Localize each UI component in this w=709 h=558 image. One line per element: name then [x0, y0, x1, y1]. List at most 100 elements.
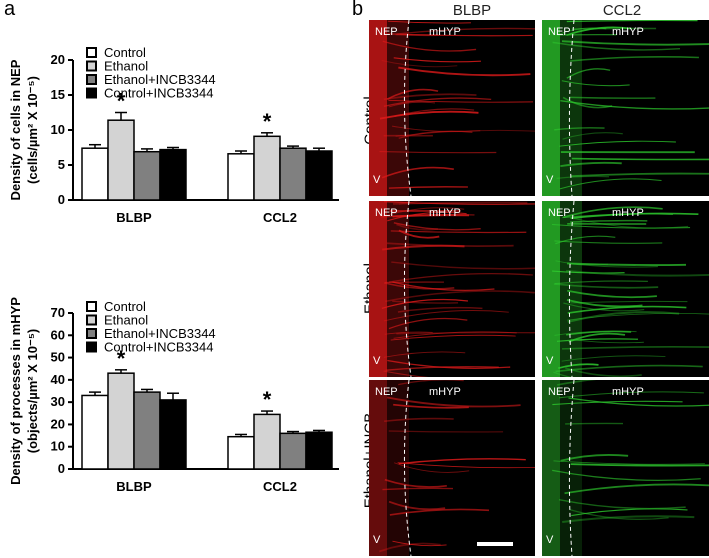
bar — [133, 150, 161, 201]
fiber — [555, 364, 703, 373]
fiber — [398, 66, 531, 77]
fiber — [559, 140, 676, 147]
y-tick-label: 0 — [58, 192, 65, 207]
fiber — [565, 422, 623, 425]
fiber — [567, 311, 680, 323]
region-label-mhyp: mHYP — [429, 386, 461, 398]
fiber — [560, 454, 629, 462]
legend-swatch — [86, 328, 97, 339]
fiber — [570, 300, 688, 304]
fiber — [552, 223, 691, 229]
fiber — [384, 417, 454, 423]
nep-band — [542, 380, 560, 556]
stain-pattern — [369, 20, 535, 196]
fiber — [397, 462, 535, 469]
fiber — [383, 201, 535, 205]
fiber — [398, 229, 440, 239]
fiber — [393, 403, 469, 409]
fiber — [570, 212, 699, 220]
fiber — [381, 207, 465, 218]
fiber — [558, 498, 686, 510]
fiber — [379, 150, 497, 154]
fiber — [386, 396, 521, 408]
fiber — [571, 157, 709, 161]
y-tick-label: 20 — [51, 416, 65, 431]
fiber — [398, 130, 473, 139]
legend-label: Ethanol+INCB3344 — [104, 72, 216, 87]
legend-swatch — [86, 60, 97, 72]
bar — [227, 435, 255, 470]
legend-label: Control — [104, 299, 146, 314]
fiber — [561, 355, 666, 362]
fiber — [569, 219, 648, 223]
fiber — [397, 306, 483, 313]
nep-boundary — [568, 20, 575, 196]
fiber — [387, 359, 511, 369]
scale-bar — [477, 542, 513, 546]
fiber — [382, 40, 477, 52]
legend-swatch — [86, 47, 97, 58]
fiber — [566, 26, 632, 36]
fiber — [553, 371, 573, 377]
bar — [81, 147, 109, 201]
panel-label-a: a — [4, 0, 16, 20]
region-label-nep: NEP — [375, 207, 398, 219]
legend-label: Ethanol — [104, 313, 148, 328]
stain-pattern — [369, 380, 535, 556]
region-label-nep: NEP — [548, 386, 571, 398]
nep-band-fade — [560, 380, 582, 556]
region-label-ventricle: V — [373, 355, 381, 367]
y-tick-label: 0 — [58, 461, 65, 476]
fiber — [396, 223, 439, 231]
fiber — [561, 80, 630, 87]
region-label-ventricle: V — [373, 174, 381, 186]
stain-pattern — [542, 201, 709, 377]
bar — [227, 153, 255, 201]
fiber — [396, 331, 535, 335]
fiber — [383, 97, 492, 107]
fiber — [553, 460, 705, 465]
fiber — [382, 487, 454, 491]
fiber — [384, 478, 447, 488]
fiber — [387, 211, 467, 222]
nep-boundary — [403, 20, 412, 196]
bar — [305, 431, 333, 470]
fiber — [554, 127, 605, 131]
fiber — [386, 88, 439, 100]
y-tick-label: 40 — [51, 372, 65, 387]
nep-boundary — [403, 201, 412, 377]
category-label: BLBP — [116, 210, 152, 225]
region-label-mhyp: mHYP — [612, 26, 644, 38]
fiber — [386, 242, 514, 248]
fiber — [384, 331, 433, 335]
y-tick-label: 30 — [51, 394, 65, 409]
region-label-ventricle: V — [546, 534, 554, 546]
legend-label: Control — [104, 45, 146, 60]
legend-swatch — [86, 87, 97, 99]
y-axis-label: Density of cells in NEP (cells/µm² X 10⁻⁵… — [8, 59, 40, 200]
nep-band-fade — [387, 380, 409, 556]
region-label-nep: NEP — [375, 26, 398, 38]
chart-processes-mhyp: 0 10 20 30 40 50 60 70 Density of processes in m… — [8, 297, 339, 494]
nep-band — [542, 20, 560, 196]
y-tick-label: 70 — [51, 305, 65, 320]
fiber — [381, 166, 454, 179]
fiber — [396, 27, 535, 35]
fiber — [387, 20, 472, 24]
fiber — [559, 178, 662, 190]
region-label-mhyp: mHYP — [612, 207, 644, 219]
fiber — [392, 300, 459, 304]
fiber — [383, 93, 477, 101]
legend-swatch — [86, 301, 97, 312]
fiber — [390, 334, 516, 341]
legend-swatch — [86, 314, 97, 326]
y-tick-label: 10 — [51, 122, 65, 137]
fiber — [566, 298, 643, 308]
fiber — [554, 330, 637, 336]
fiber — [392, 214, 470, 218]
y-tick-label: 15 — [51, 87, 65, 102]
y-tick-label: 10 — [51, 439, 65, 454]
fiber — [566, 20, 698, 23]
bar — [253, 135, 281, 201]
fiber — [391, 125, 481, 133]
